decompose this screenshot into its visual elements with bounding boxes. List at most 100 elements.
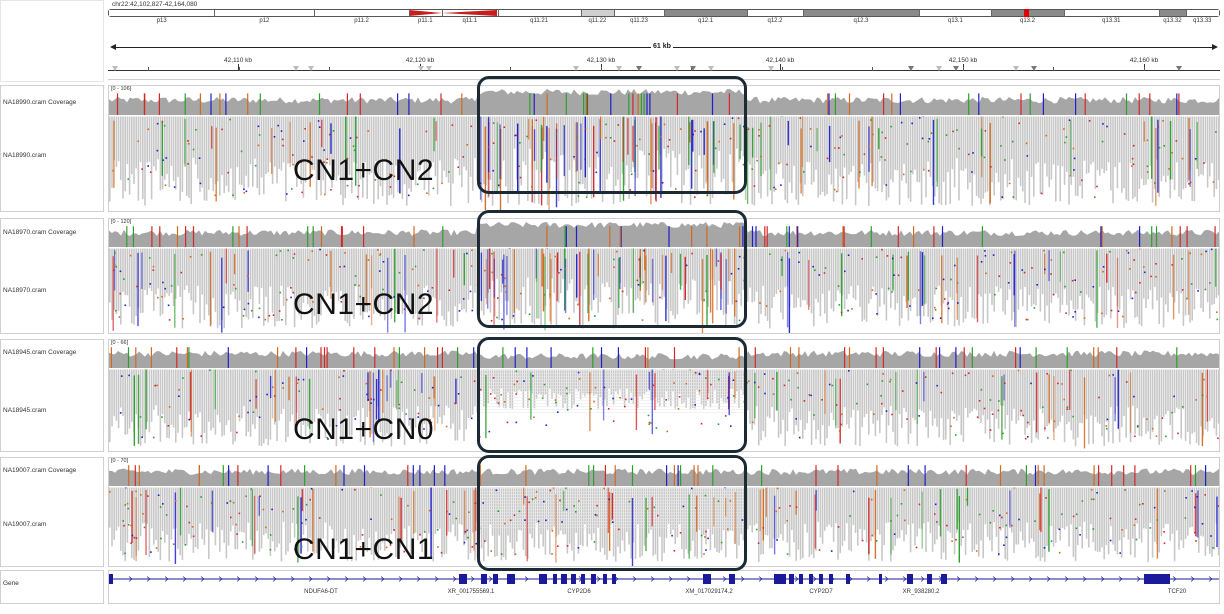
aligned-read[interactable] [1213, 486, 1215, 550]
aligned-read[interactable] [1041, 368, 1044, 414]
aligned-read[interactable] [485, 486, 487, 542]
aligned-read[interactable] [1198, 115, 1200, 177]
aligned-read[interactable] [109, 115, 111, 202]
aligned-read[interactable] [885, 115, 888, 201]
aligned-read[interactable] [793, 486, 795, 543]
coverage-variant-mark[interactable] [393, 347, 395, 368]
aligned-read[interactable] [577, 247, 580, 306]
aligned-read[interactable] [1017, 368, 1020, 421]
coverage-variant-mark[interactable] [1139, 226, 1141, 247]
aligned-read[interactable] [313, 368, 316, 423]
aligned-read[interactable] [626, 247, 628, 296]
mismatch-column[interactable] [786, 252, 789, 328]
aligned-read[interactable] [606, 486, 608, 561]
aligned-read[interactable] [1057, 486, 1059, 530]
aligned-read[interactable] [914, 368, 916, 421]
aligned-read[interactable] [709, 368, 712, 408]
mismatch-column[interactable] [815, 490, 817, 511]
aligned-read[interactable] [799, 247, 802, 308]
aligned-read[interactable] [447, 368, 450, 408]
aligned-read[interactable] [753, 486, 756, 526]
aligned-read[interactable] [425, 115, 428, 178]
aligned-read[interactable] [469, 115, 472, 177]
aligned-read[interactable] [368, 115, 371, 176]
mismatch-column[interactable] [367, 372, 369, 401]
aligned-read[interactable] [113, 368, 115, 417]
aligned-read[interactable] [1066, 486, 1068, 527]
aligned-read[interactable] [516, 247, 518, 309]
gene-name-frame[interactable]: Gene [0, 570, 104, 604]
aligned-read[interactable] [1167, 368, 1169, 412]
mismatch-column[interactable] [271, 127, 273, 174]
aligned-read[interactable] [1162, 368, 1165, 417]
aligned-read[interactable] [208, 247, 210, 316]
aligned-read[interactable] [931, 486, 934, 553]
aligned-read[interactable] [507, 368, 509, 393]
coverage-variant-mark[interactable] [963, 347, 965, 368]
aligned-read[interactable] [414, 486, 417, 533]
aligned-read[interactable] [718, 247, 720, 281]
mismatch-column[interactable] [546, 126, 548, 183]
aligned-read[interactable] [868, 247, 870, 304]
aligned-read[interactable] [1107, 115, 1110, 163]
aligned-read[interactable] [672, 486, 674, 530]
aligned-read[interactable] [918, 368, 921, 410]
aligned-read[interactable] [344, 486, 346, 529]
aligned-read[interactable] [109, 486, 111, 528]
aligned-read[interactable] [830, 247, 833, 309]
aligned-read[interactable] [593, 486, 595, 534]
aligned-read[interactable] [333, 368, 335, 420]
aligned-read[interactable] [252, 247, 254, 319]
coverage-variant-mark[interactable] [237, 465, 239, 486]
aligned-read[interactable] [617, 368, 619, 395]
aligned-read[interactable] [142, 115, 144, 200]
aligned-read[interactable] [219, 247, 221, 326]
aligned-read[interactable] [465, 247, 467, 313]
mismatch-column[interactable] [487, 116, 490, 173]
coverage-area[interactable] [109, 468, 1219, 487]
aligned-read[interactable] [456, 247, 459, 322]
aligned-read[interactable] [1041, 115, 1044, 195]
aligned-read[interactable] [1008, 115, 1011, 181]
aligned-read[interactable] [227, 115, 230, 193]
coverage-variant-mark[interactable] [755, 226, 757, 247]
aligned-read[interactable] [139, 486, 142, 537]
aligned-read[interactable] [685, 115, 687, 171]
gene-exon[interactable] [459, 574, 467, 584]
gene-exon[interactable] [729, 574, 735, 584]
aligned-read[interactable] [474, 115, 476, 159]
aligned-read[interactable] [392, 368, 395, 408]
aligned-read[interactable] [494, 368, 496, 395]
aligned-read[interactable] [612, 115, 615, 204]
mismatch-column[interactable] [734, 247, 736, 317]
aligned-read[interactable] [1176, 247, 1178, 292]
aligned-read[interactable] [1061, 115, 1064, 167]
aligned-read[interactable] [857, 486, 859, 546]
mismatch-column[interactable] [751, 127, 754, 158]
aligned-read[interactable] [1129, 247, 1132, 300]
mismatch-column[interactable] [691, 119, 693, 189]
mismatch-column[interactable] [544, 256, 546, 331]
aligned-read[interactable] [375, 247, 377, 310]
aligned-read[interactable] [964, 115, 967, 169]
coverage-variant-mark[interactable] [158, 93, 160, 115]
mismatch-column[interactable] [921, 491, 923, 549]
aligned-read[interactable] [232, 115, 234, 198]
aligned-read[interactable] [159, 247, 162, 317]
aligned-read[interactable] [469, 486, 472, 554]
aligned-read[interactable] [370, 115, 373, 174]
aligned-read[interactable] [931, 368, 934, 427]
aligned-read[interactable] [604, 247, 606, 288]
coverage-variant-mark[interactable] [151, 226, 153, 247]
coverage-variant-mark[interactable] [564, 226, 566, 247]
coverage-variant-mark[interactable] [834, 93, 836, 115]
mismatch-column[interactable] [1116, 257, 1119, 328]
coverage-variant-mark[interactable] [1186, 226, 1188, 247]
aligned-read[interactable] [117, 115, 120, 162]
mismatch-column[interactable] [255, 379, 257, 409]
aligned-read[interactable] [436, 368, 439, 424]
mismatch-column[interactable] [493, 251, 495, 325]
aligned-read[interactable] [1035, 247, 1037, 306]
aligned-read[interactable] [1019, 115, 1022, 187]
mismatch-column[interactable] [563, 125, 565, 177]
